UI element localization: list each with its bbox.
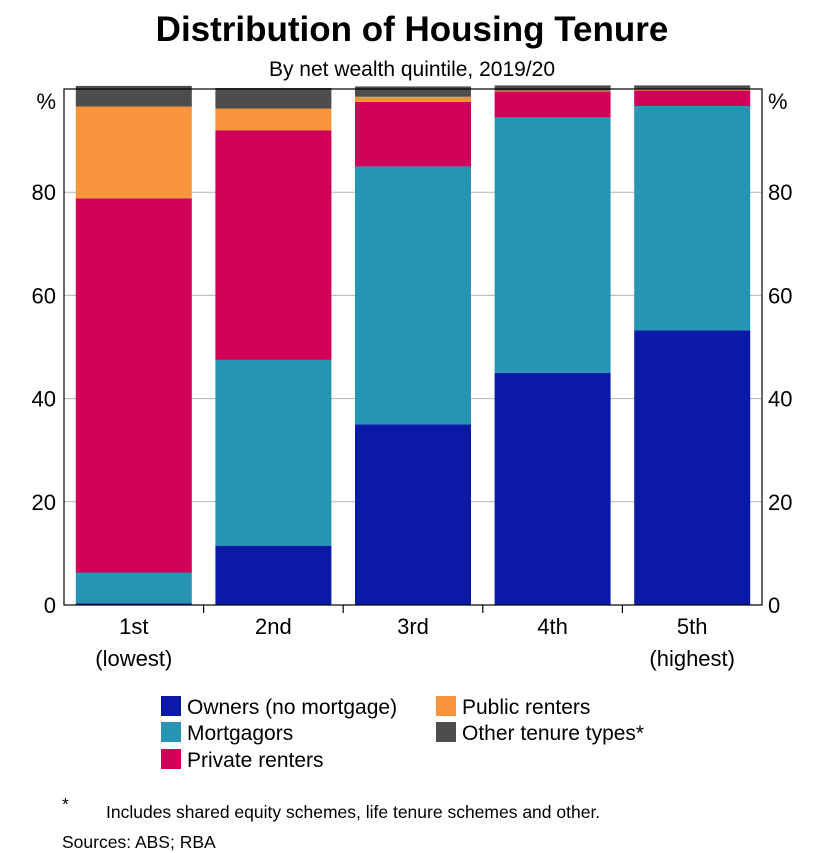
y-tick-label-right: 60 (768, 283, 792, 308)
y-tick-label-left: 40 (32, 387, 56, 412)
bar-segment (355, 96, 471, 102)
category-label: (lowest) (95, 646, 172, 671)
y-tick-label-right: 0 (768, 593, 780, 618)
y-tick-label-right: 80 (768, 180, 792, 205)
y-tick-label-right: 40 (768, 387, 792, 412)
category-label: 5th (677, 614, 708, 639)
bar-segment (494, 91, 611, 118)
footnote-text: Includes shared equity schemes, life ten… (106, 802, 600, 822)
category-label: 4th (537, 614, 568, 639)
legend-swatch (436, 696, 456, 716)
bar-segment (215, 108, 332, 131)
y-unit-label-right: % (768, 89, 788, 114)
category-label: 2nd (255, 614, 292, 639)
bar-segment (355, 86, 471, 97)
legend-swatch (161, 749, 181, 769)
bar-segment (355, 101, 471, 167)
y-tick-label-left: 60 (32, 283, 56, 308)
legend-label: Public renters (462, 696, 590, 719)
legend-label: Mortgagors (187, 722, 293, 745)
bar-segment (634, 89, 751, 91)
chart-title: Distribution of Housing Tenure (155, 10, 669, 49)
bar-segment (215, 545, 332, 605)
bar-segment (355, 424, 471, 605)
footnote-symbol: * (62, 794, 69, 814)
y-unit-label-left: % (36, 89, 56, 114)
bar-segment (634, 330, 751, 605)
bar-segment (75, 198, 192, 573)
bar-segment (634, 90, 751, 107)
legend-swatch (436, 722, 456, 742)
y-tick-label-left: 20 (32, 490, 56, 515)
legend-label: Owners (no mortgage) (187, 696, 397, 719)
legend-swatch (161, 722, 181, 742)
y-tick-label-right: 20 (768, 490, 792, 515)
bar-segment (634, 85, 751, 90)
plot-frame (63, 88, 763, 606)
bar-segment (494, 117, 611, 373)
bar-segment (75, 85, 192, 107)
y-tick-label-left: 80 (32, 180, 56, 205)
y-tick-label-left: 0 (44, 593, 56, 618)
bar-segment (494, 85, 611, 91)
chart-subtitle: By net wealth quintile, 2019/20 (268, 58, 556, 81)
bar-segment (355, 166, 471, 425)
bar-segment (75, 106, 192, 199)
bar-segment (634, 106, 751, 331)
legend-swatch (161, 696, 181, 716)
category-label: 1st (119, 614, 148, 639)
bar-segment (75, 603, 192, 605)
legend-label: Other tenure types* (462, 722, 644, 745)
bar-segment (494, 372, 611, 605)
bar-segment (494, 90, 611, 92)
category-label: (highest) (649, 646, 735, 671)
bar-segment (215, 87, 332, 109)
bar-segment (75, 572, 192, 604)
bar-segment (215, 359, 332, 546)
bar-segment (215, 130, 332, 360)
sources-note: Sources: ABS; RBA (62, 832, 216, 852)
legend-label: Private renters (187, 749, 324, 772)
category-label: 3rd (397, 614, 429, 639)
